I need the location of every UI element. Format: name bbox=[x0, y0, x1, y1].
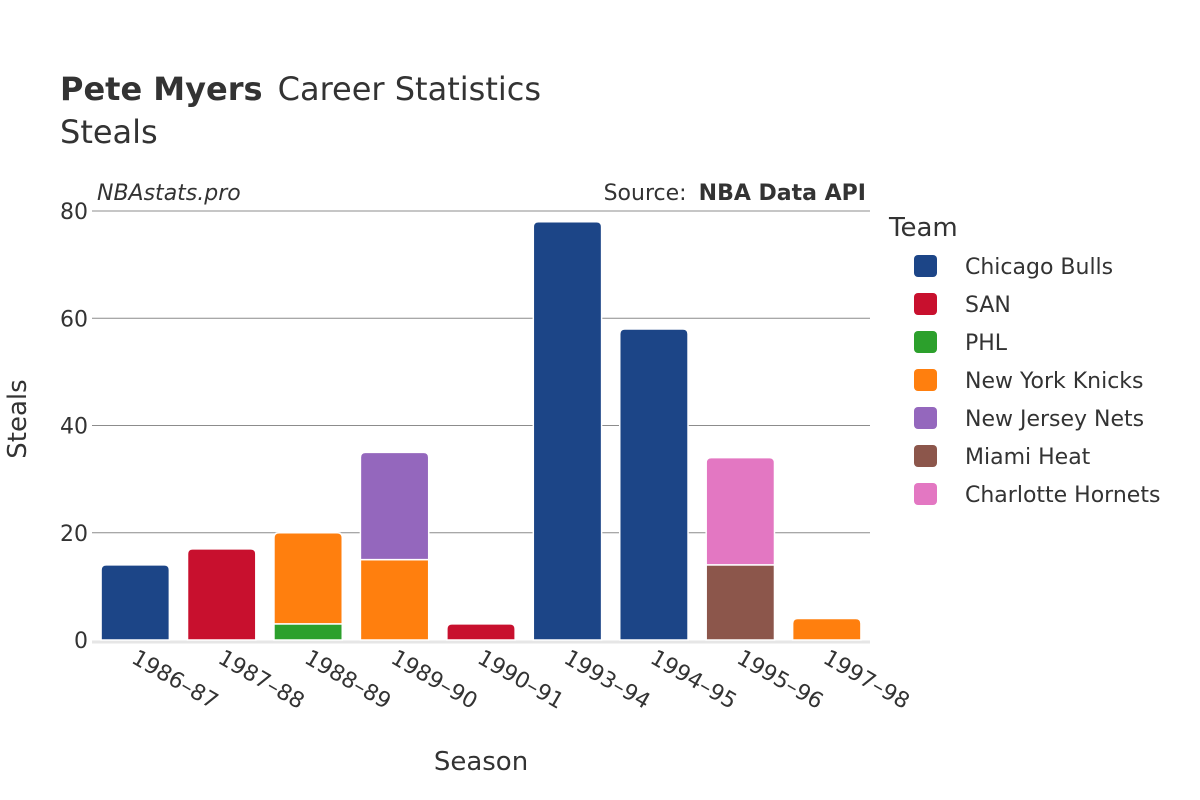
bar-segment bbox=[618, 328, 689, 641]
x-axis-ticks: 1986–871987–881988–891989–901990–911993–… bbox=[127, 646, 913, 715]
legend-label: Charlotte Hornets bbox=[965, 483, 1160, 508]
bar-segment bbox=[705, 564, 776, 641]
legend-item[interactable]: PHL bbox=[914, 331, 1008, 356]
legend-label: SAN bbox=[965, 293, 1011, 318]
legend-item[interactable]: New Jersey Nets bbox=[914, 407, 1144, 432]
y-axis-title: Steals bbox=[3, 379, 33, 458]
chart-title: Pete Myers Career Statistics bbox=[60, 70, 541, 108]
legend-item[interactable]: Chicago Bulls bbox=[914, 255, 1113, 280]
x-tick-label: 1997–98 bbox=[819, 646, 914, 715]
legend: Team Chicago Bulls SAN PHL New York Knicks N… bbox=[888, 213, 1160, 508]
bar-segment bbox=[359, 451, 430, 561]
bars bbox=[100, 220, 862, 641]
source-credit: Source: NBA Data API bbox=[604, 181, 866, 206]
bar-segment bbox=[273, 532, 344, 625]
legend-swatch bbox=[914, 293, 937, 315]
legend-title: Team bbox=[888, 213, 958, 243]
bar-segment bbox=[446, 623, 516, 641]
bar-segment bbox=[705, 456, 776, 566]
legend-swatch bbox=[914, 445, 937, 467]
brand-watermark: NBAstats.pro bbox=[97, 181, 241, 206]
chart-subtitle: Steals bbox=[60, 113, 158, 151]
legend-label: Miami Heat bbox=[965, 445, 1091, 470]
legend-swatch bbox=[914, 369, 937, 391]
source-prefix: Source: bbox=[604, 181, 687, 206]
legend-swatch bbox=[914, 331, 937, 353]
legend-swatch bbox=[914, 407, 937, 429]
x-axis-title: Season bbox=[434, 747, 528, 777]
x-tick-label: 1993–94 bbox=[559, 646, 654, 715]
title-suffix: Career Statistics bbox=[278, 70, 541, 108]
bar-segment bbox=[791, 617, 862, 641]
bar-segment bbox=[532, 220, 603, 641]
title-player-name: Pete Myers bbox=[60, 70, 263, 108]
legend-label: New York Knicks bbox=[965, 369, 1144, 394]
y-tick-label: 0 bbox=[74, 629, 88, 654]
legend-label: Chicago Bulls bbox=[965, 255, 1113, 280]
x-tick-label: 1994–95 bbox=[646, 646, 741, 715]
legend-label: PHL bbox=[965, 331, 1008, 356]
legend-swatch bbox=[914, 255, 937, 277]
y-axis-ticks: 0 20 40 60 80 bbox=[60, 200, 88, 654]
x-tick-label: 1987–88 bbox=[214, 646, 309, 715]
source-name: NBA Data API bbox=[699, 181, 866, 206]
x-tick-label: 1989–90 bbox=[387, 646, 482, 715]
legend-item[interactable]: Charlotte Hornets bbox=[914, 483, 1160, 508]
gridlines bbox=[92, 210, 870, 644]
bar-segment bbox=[273, 623, 344, 641]
x-tick-label: 1986–87 bbox=[127, 646, 222, 715]
bar-segment bbox=[100, 564, 171, 641]
y-tick-label: 80 bbox=[60, 200, 88, 225]
y-tick-label: 60 bbox=[60, 307, 88, 332]
y-tick-label: 20 bbox=[60, 522, 88, 547]
x-tick-label: 1995–96 bbox=[732, 646, 827, 715]
x-tick-label: 1988–89 bbox=[300, 646, 395, 715]
legend-item[interactable]: SAN bbox=[914, 293, 1011, 318]
bar-segment bbox=[359, 558, 430, 641]
x-tick-label: 1990–91 bbox=[473, 646, 568, 715]
legend-item[interactable]: Miami Heat bbox=[914, 445, 1091, 470]
legend-item[interactable]: New York Knicks bbox=[914, 369, 1144, 394]
bar-segment bbox=[186, 548, 257, 641]
legend-label: New Jersey Nets bbox=[965, 407, 1144, 432]
legend-swatch bbox=[914, 483, 937, 505]
y-tick-label: 40 bbox=[60, 415, 88, 440]
